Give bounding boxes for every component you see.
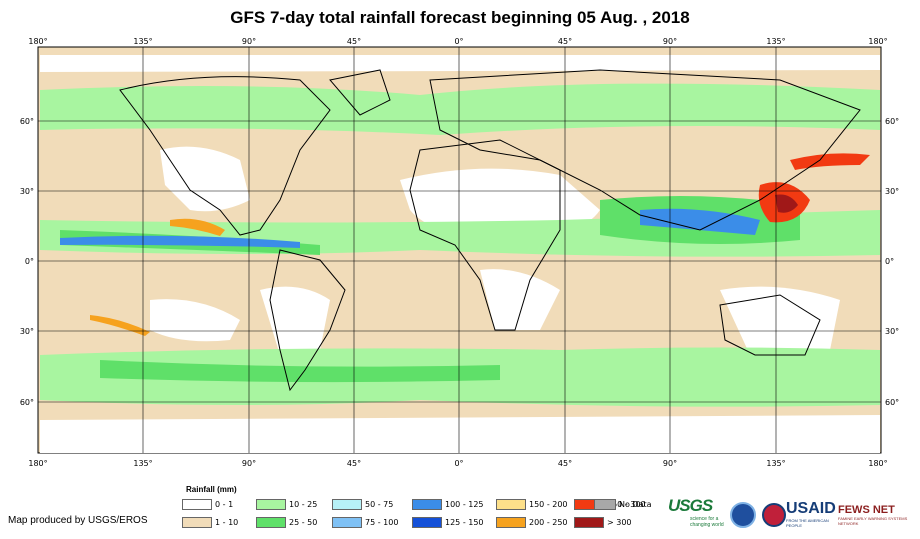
lat-ticks-right: 60° 30° 0° 30° 60° [885, 117, 899, 407]
lat-tick: 60° [885, 117, 899, 126]
legend-swatch [182, 499, 212, 510]
lon-tick: 0° [454, 37, 463, 46]
usgs-logo: USGS science for a changing world [668, 496, 738, 530]
legend-item: 200 - 250 [496, 517, 568, 528]
graticule [38, 47, 881, 453]
legend-swatch [594, 499, 616, 510]
legend-item: 0 - 1 [182, 499, 233, 510]
lon-tick: 0° [454, 459, 463, 468]
legend-swatch [496, 517, 526, 528]
legend-item: 75 - 100 [332, 517, 398, 528]
legend-item: 125 - 150 [412, 517, 484, 528]
legend-title: Rainfall (mm) [186, 485, 237, 494]
lon-tick: 90° [242, 37, 256, 46]
usaid-wordmark: USAID [786, 500, 836, 517]
legend-label: 200 - 250 [529, 518, 568, 527]
fews-tagline: FAMINE EARLY WARNING SYSTEMS NETWORK [838, 516, 908, 526]
lon-tick: 135° [133, 459, 152, 468]
legend-item: 150 - 200 [496, 499, 568, 510]
legend-item: 100 - 125 [412, 499, 484, 510]
usaid-tagline: FROM THE AMERICAN PEOPLE [786, 518, 829, 528]
lon-tick: 135° [766, 37, 785, 46]
fews-wordmark: FEWS NET [838, 504, 895, 516]
legend-item-nodata: No Data [594, 499, 652, 510]
lat-tick: 30° [20, 187, 34, 196]
legend-label: 150 - 200 [529, 500, 568, 509]
lon-tick: 45° [347, 459, 361, 468]
legend-label: No Data [619, 500, 652, 509]
fews-net-logo: FEWS NET FAMINE EARLY WARNING SYSTEMS NE… [838, 496, 914, 530]
legend: Rainfall (mm) 0 - 1 1 - 10 10 - 25 25 - … [0, 480, 920, 539]
legend-item: 1 - 10 [182, 517, 238, 528]
legend-label: 250 - 300 [607, 500, 646, 509]
lat-tick: 0° [885, 257, 894, 266]
lat-tick: 30° [885, 327, 899, 336]
coastlines [119, 69, 861, 392]
lat-tick: 60° [885, 398, 899, 407]
legend-item: 10 - 25 [256, 499, 317, 510]
legend-label: > 300 [607, 518, 632, 527]
lon-tick: 180° [868, 37, 887, 46]
lat-tick: 60° [20, 117, 34, 126]
legend-label: 0 - 1 [215, 500, 234, 509]
lon-ticks-bottom: 180° 135° 90° 45° 0° 45° 90° 135° 180° [28, 459, 887, 468]
lon-tick: 90° [242, 459, 256, 468]
legend-swatch [332, 499, 362, 510]
usaid-seal-icon [762, 503, 786, 527]
legend-swatch [412, 499, 442, 510]
lon-tick: 180° [28, 459, 47, 468]
rainfall-map: 180° 135° 90° 45° 0° 45° 90° 135° 180° 1… [20, 37, 899, 468]
credit-text: Map produced by USGS/EROS [8, 515, 148, 526]
lat-tick: 30° [885, 187, 899, 196]
legend-label: 10 - 25 [289, 500, 318, 509]
legend-swatch [182, 517, 212, 528]
noaa-seal-icon [730, 502, 756, 528]
lon-tick: 135° [766, 459, 785, 468]
usaid-logo: USAID FROM THE AMERICAN PEOPLE [786, 496, 838, 530]
legend-swatch [332, 517, 362, 528]
lon-tick: 90° [663, 459, 677, 468]
lon-tick: 90° [663, 37, 677, 46]
map-title: GFS 7-day total rainfall forecast beginn… [230, 8, 690, 27]
legend-label: 75 - 100 [365, 518, 399, 527]
legend-label: 50 - 75 [365, 500, 394, 509]
lon-tick: 180° [868, 459, 887, 468]
lon-tick: 45° [558, 459, 572, 468]
usgs-tagline: science for a changing world [690, 516, 724, 528]
lon-ticks-top: 180° 135° 90° 45° 0° 45° 90° 135° 180° [28, 37, 887, 46]
legend-item: > 300 [574, 517, 632, 528]
lon-tick: 45° [558, 37, 572, 46]
legend-swatch [256, 499, 286, 510]
lon-tick: 135° [133, 37, 152, 46]
legend-item: 50 - 75 [332, 499, 393, 510]
usgs-wordmark: USGS [668, 496, 713, 515]
legend-swatch [256, 517, 286, 528]
lat-ticks-left: 60° 30° 0° 30° 60° [20, 117, 34, 407]
legend-swatch [496, 499, 526, 510]
legend-label: 1 - 10 [215, 518, 239, 527]
legend-swatch [412, 517, 442, 528]
legend-label: 125 - 150 [445, 518, 484, 527]
lon-tick: 180° [28, 37, 47, 46]
lat-tick: 60° [20, 398, 34, 407]
legend-item: 25 - 50 [256, 517, 317, 528]
lat-tick: 0° [25, 257, 34, 266]
legend-label: 100 - 125 [445, 500, 484, 509]
legend-swatch [574, 517, 604, 528]
lat-tick: 30° [20, 327, 34, 336]
legend-label: 25 - 50 [289, 518, 318, 527]
lon-tick: 45° [347, 37, 361, 46]
